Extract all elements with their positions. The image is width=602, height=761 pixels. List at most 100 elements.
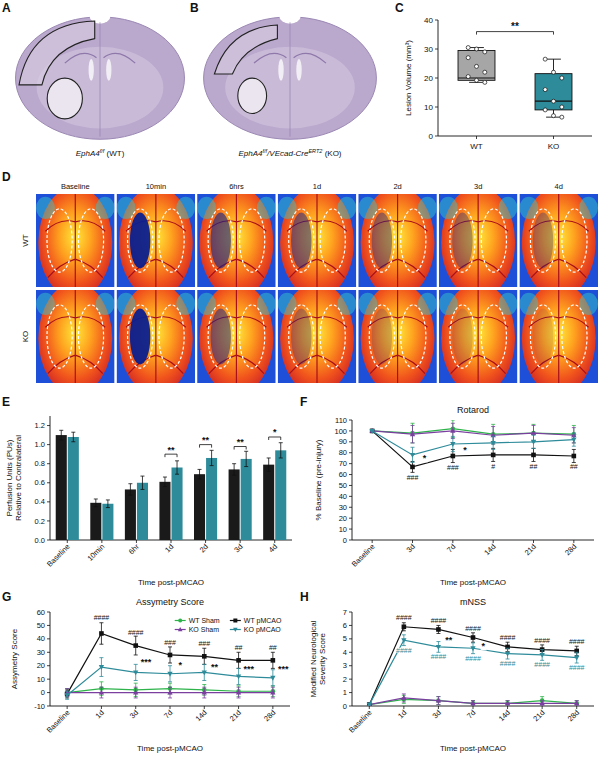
histology-image (204, 7, 377, 139)
x-axis (438, 136, 592, 137)
marker (271, 658, 276, 663)
panel-g: -100102030405060Baseline1d3d7d14d21d28d*… (2, 590, 290, 753)
error-cap (411, 442, 415, 443)
error-cap (572, 433, 576, 434)
panel-letter: G (2, 590, 11, 604)
y-axis (50, 612, 51, 706)
y-tick-label: 40 (424, 16, 433, 25)
plot-area (367, 623, 580, 706)
error-cap (210, 465, 214, 466)
bar (263, 465, 274, 540)
x-tick (67, 706, 68, 709)
perfusion-patch (499, 293, 518, 315)
error-stem (95, 499, 96, 507)
marker (436, 645, 441, 650)
x-tick (533, 540, 534, 543)
error-cap (540, 696, 544, 697)
marker (574, 656, 579, 661)
y-tick (349, 463, 352, 464)
series-line (369, 627, 576, 705)
x-tick-label: 21d (531, 708, 546, 723)
data-point (475, 47, 479, 51)
significance-label: * (273, 427, 277, 437)
y-tick (47, 638, 50, 639)
error-stem (61, 430, 62, 440)
error-cap (202, 648, 206, 649)
error-cap (237, 668, 241, 669)
speckle-image (519, 283, 598, 395)
data-point (466, 56, 470, 60)
y-axis-title: Lesion Volume (mm³) (404, 40, 413, 116)
error-cap (436, 704, 440, 705)
text-patch (568, 639, 586, 644)
text-patch (243, 665, 256, 673)
y-tick (47, 665, 50, 666)
data-point (466, 46, 470, 50)
marker (436, 627, 441, 632)
chart-title: Rotarod (457, 405, 489, 415)
error-cap (491, 461, 495, 462)
error-cap (402, 703, 406, 704)
y-tick-label: 0 (41, 688, 45, 697)
roi-contralateral (481, 209, 506, 272)
y-axis-title-line: Modified Neurological (309, 620, 318, 697)
marker (539, 653, 544, 658)
y-tick-label: 0.6 (35, 478, 45, 487)
y-tick-label: 1.2 (35, 421, 45, 430)
perfusion-patch (579, 197, 598, 219)
chart-title: mNSS (460, 597, 486, 607)
error-bar (237, 652, 241, 668)
error-cap (451, 420, 455, 421)
annotation: #### (431, 653, 447, 660)
error-cap (163, 486, 167, 487)
error-cap (202, 687, 206, 688)
annotation: ### (407, 474, 419, 481)
error-stem (107, 500, 108, 508)
perfusion-patch (579, 293, 598, 315)
ischemic-region (372, 213, 392, 269)
y-tick-label: 110 (335, 416, 347, 425)
y-tick (349, 612, 352, 613)
roi-ipsilateral (47, 209, 72, 272)
error-stem (211, 450, 212, 465)
marker (270, 676, 275, 681)
marker (402, 624, 407, 629)
marker (410, 465, 415, 470)
speckle-image (439, 283, 518, 395)
perfusion-patch (499, 197, 518, 219)
y-tick (47, 540, 50, 541)
error-bar (402, 623, 406, 631)
marker (491, 432, 496, 437)
data-point (560, 76, 564, 80)
speckle-image (278, 283, 357, 395)
y-tick (47, 679, 50, 680)
y-tick (349, 625, 352, 626)
error-bar (237, 668, 241, 684)
text-patch (464, 656, 482, 661)
error-cap (451, 436, 455, 437)
roi-contralateral (320, 209, 345, 272)
y-tick-label: 0.4 (35, 497, 45, 506)
marker (539, 700, 544, 705)
ischemic-region (452, 309, 472, 365)
ventricle (106, 59, 111, 81)
error-bar (436, 697, 440, 705)
marker (436, 698, 441, 703)
vessels (368, 194, 428, 287)
perfusion-patch (176, 293, 195, 315)
roi-ipsilateral (208, 209, 233, 272)
speckle-image (117, 187, 196, 299)
vessels (287, 290, 347, 383)
ventricle (89, 59, 94, 81)
marker (531, 453, 536, 458)
marker (491, 432, 496, 437)
y-axis (50, 416, 51, 540)
y-axis-title-line: Lesion Volume (mm³) (404, 40, 413, 116)
bar (125, 489, 136, 540)
error-cap (532, 435, 536, 436)
error-cap (99, 676, 103, 677)
series-line (372, 431, 574, 467)
y-tick-label: 10 (339, 525, 347, 534)
error-cap (237, 697, 241, 698)
y-tick-label: 0 (343, 536, 347, 545)
